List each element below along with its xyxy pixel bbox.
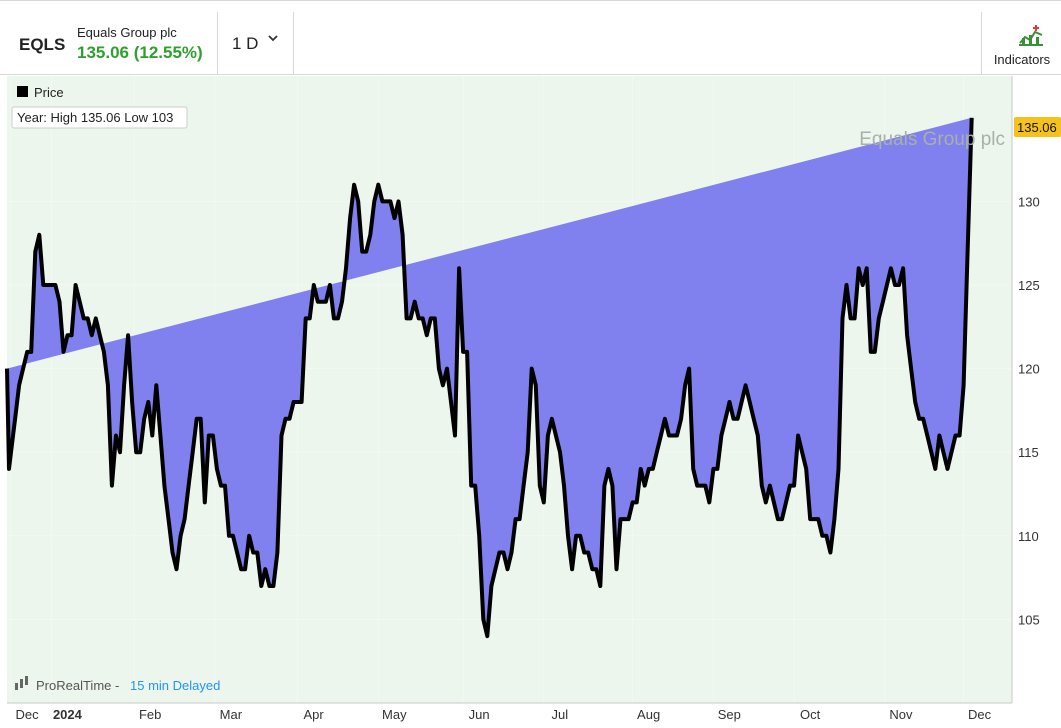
y-tick-label: 105 (1018, 612, 1040, 627)
price-chart[interactable]: 105 110 115 120 125 130 Dec 2024 Feb Mar Apr May Ju… (0, 75, 1061, 728)
x-tick-label: Dec (15, 707, 39, 722)
x-tick-label: Jul (552, 707, 569, 722)
y-tick-label: 125 (1018, 278, 1040, 293)
price-axis: 105 110 115 120 125 130 (1018, 194, 1040, 627)
watermark: Equals Group plc (859, 129, 1005, 150)
indicators-icon (1019, 25, 1043, 46)
price-line (5, 117, 974, 639)
candles-icon (15, 676, 28, 690)
x-tick-label: Apr (303, 707, 324, 722)
company-name: Equals Group plc (77, 25, 177, 40)
x-tick-label: Mar (220, 707, 243, 722)
legend-swatch (17, 86, 28, 97)
x-tick-label: Oct (800, 707, 821, 722)
last-price: 135.06 (77, 43, 129, 62)
toolbar: EQLS Equals Group plc 135.06 (12.55%) 1 … (0, 0, 1061, 75)
interval-label: 1 D (232, 34, 259, 53)
ticker-symbol: EQLS (19, 35, 66, 54)
y-tick-label: 120 (1018, 362, 1040, 377)
x-tick-label: Nov (889, 707, 913, 722)
delay-label: 15 min Delayed (130, 678, 220, 693)
price-area (7, 117, 972, 637)
indicators-button[interactable]: Indicators (981, 12, 1061, 75)
y-tick-label: 110 (1018, 529, 1039, 544)
x-tick-label: Aug (637, 707, 660, 722)
x-tick-label: 2024 (53, 707, 83, 722)
interval-dropdown[interactable]: 1 D (218, 12, 294, 75)
provider-label: ProRealTime - (36, 678, 119, 693)
last-price-tag (1014, 117, 1061, 137)
time-axis: Dec 2024 Feb Mar Apr May Jun Jul Aug Sep Oct Nov Dec (15, 707, 991, 722)
chevron-down-icon (268, 35, 278, 42)
range-box (11, 106, 188, 129)
x-tick-label: Sep (718, 707, 741, 722)
y-tick-label: 130 (1018, 194, 1040, 209)
legend-label: Price (34, 85, 64, 100)
quote-panel: EQLS Equals Group plc 135.06 (12.55%) (6, 12, 218, 75)
last-price-tag-text: 135.06 (1017, 120, 1057, 135)
x-tick-label: Dec (968, 707, 992, 722)
price-change: 135.06 (12.55%) (77, 43, 203, 63)
percent-change: (12.55%) (133, 43, 203, 62)
range-text: Year: High 135.06 Low 103 (17, 110, 173, 125)
x-tick-label: Jun (469, 707, 490, 722)
x-tick-label: Feb (139, 707, 161, 722)
y-tick-label: 115 (1018, 445, 1039, 460)
indicators-label: Indicators (993, 52, 1051, 67)
x-tick-label: May (382, 707, 407, 722)
